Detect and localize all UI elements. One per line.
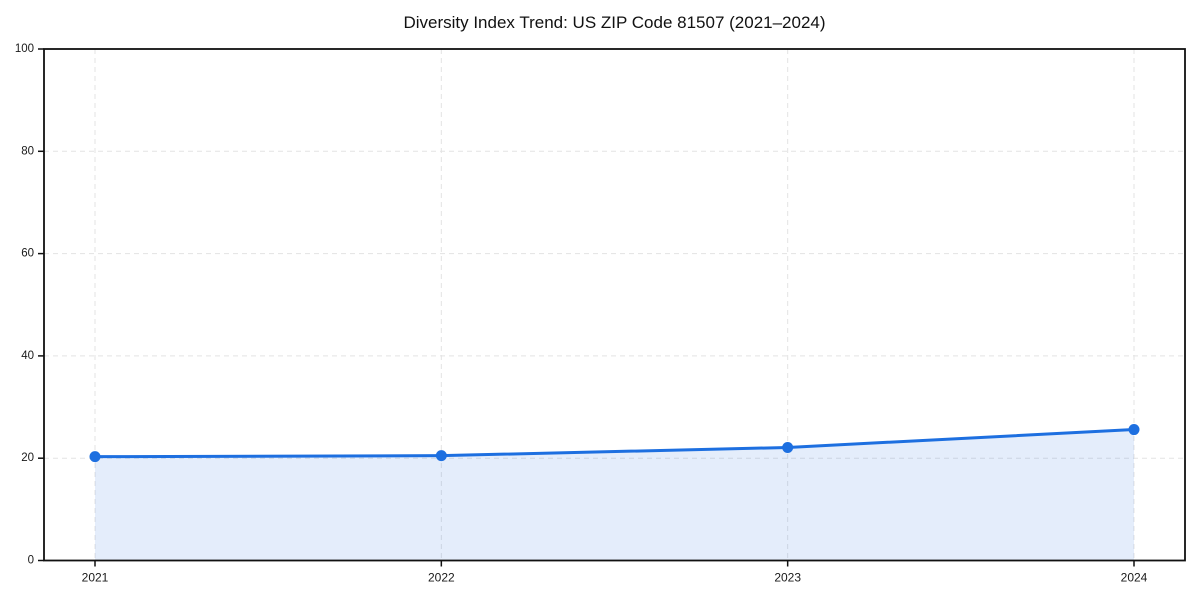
data-point xyxy=(435,450,447,462)
y-tick-label: 60 xyxy=(21,248,34,260)
trend-line xyxy=(93,428,1136,459)
y-tick-label: 20 xyxy=(21,452,34,464)
axis-frame xyxy=(43,48,1186,562)
x-tick-label: 2022 xyxy=(428,571,455,585)
y-tick-label: 100 xyxy=(15,43,34,55)
data-point xyxy=(89,451,101,463)
y-tick-label: 40 xyxy=(21,350,34,362)
x-tick-label: 2023 xyxy=(774,571,801,585)
area-fill xyxy=(95,429,1134,561)
y-tick-label: 0 xyxy=(28,555,34,567)
data-point xyxy=(782,441,794,453)
chart-title: Diversity Index Trend: US ZIP Code 81507… xyxy=(403,13,826,32)
data-point xyxy=(1128,424,1140,436)
y-tick-label: 80 xyxy=(21,145,34,157)
x-tick-label: 2021 xyxy=(82,571,109,585)
x-tick-label: 2024 xyxy=(1121,571,1148,585)
